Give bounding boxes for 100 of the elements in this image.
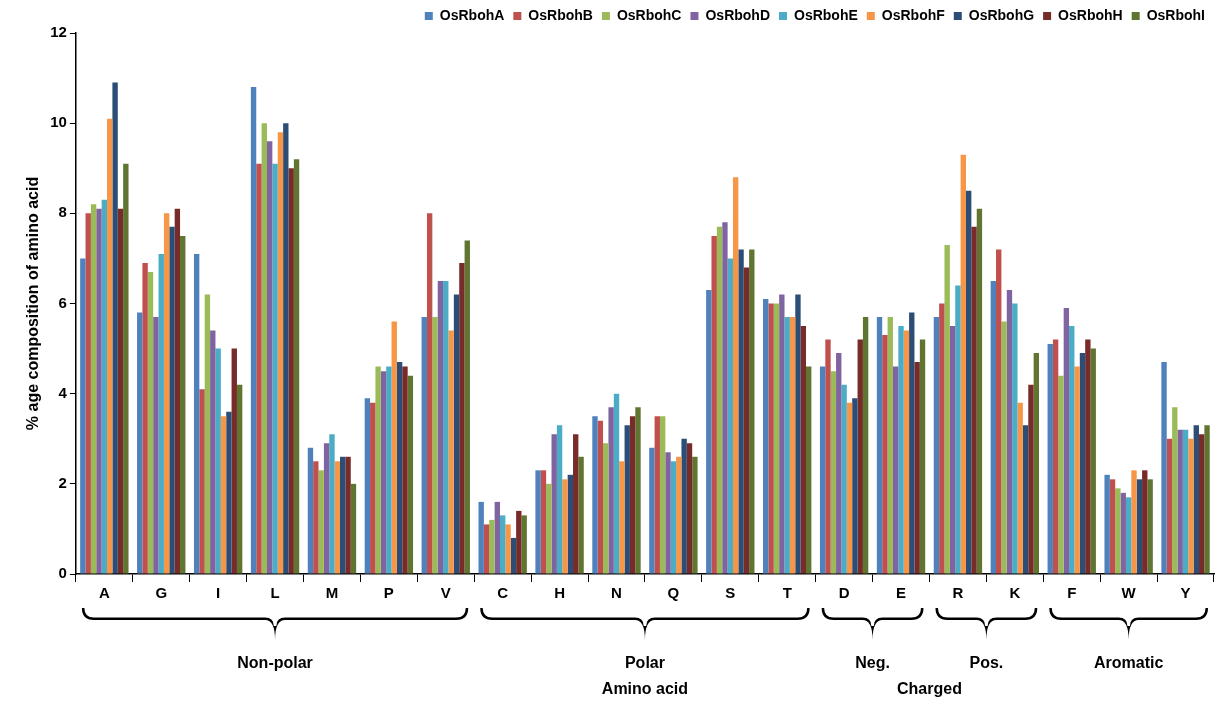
bar — [426, 213, 433, 574]
bar — [830, 371, 837, 574]
bar — [236, 384, 243, 574]
bar — [499, 515, 506, 574]
x-tick-label: M — [325, 584, 339, 602]
bar — [1033, 353, 1040, 574]
x-tick-label: R — [952, 584, 964, 602]
bar — [613, 393, 620, 574]
bar — [676, 456, 682, 574]
bar — [1204, 425, 1210, 574]
bar — [421, 317, 427, 574]
bar — [107, 118, 113, 574]
bar — [323, 443, 330, 574]
bar — [1069, 326, 1075, 574]
bar — [1120, 492, 1126, 574]
bar — [892, 366, 899, 574]
bar — [665, 452, 671, 574]
bar — [852, 398, 858, 574]
x-tick-label: E — [896, 584, 907, 602]
y-tick-label: 2 — [58, 473, 67, 491]
text: Charged — [897, 680, 962, 698]
bar — [478, 501, 484, 574]
bar — [1109, 479, 1116, 574]
bar — [1074, 366, 1080, 574]
x-tick-label: W — [1121, 584, 1137, 602]
x-tick-label: V — [440, 584, 451, 602]
bar — [1147, 479, 1153, 574]
bar — [437, 280, 444, 574]
legend-label: OsRbohG — [968, 6, 1035, 23]
bar — [334, 461, 341, 574]
bar — [619, 461, 625, 574]
bar — [1079, 353, 1086, 574]
bar — [681, 438, 687, 574]
bar — [147, 271, 154, 574]
bar — [763, 298, 769, 574]
y-tick-label: 6 — [58, 293, 67, 311]
bar — [380, 371, 387, 574]
bar — [1058, 375, 1064, 574]
bar — [1161, 362, 1167, 574]
bar — [1063, 308, 1070, 574]
bar — [510, 537, 517, 574]
bar — [1131, 470, 1137, 574]
bar — [903, 330, 910, 574]
bar — [732, 177, 739, 574]
bar — [876, 317, 883, 574]
text: Amino acid — [601, 680, 689, 698]
legend-label: OsRbohH — [1058, 6, 1123, 23]
bar — [556, 425, 563, 574]
legend-label: OsRbohI — [1146, 6, 1206, 23]
bar — [1142, 470, 1148, 574]
bar — [1193, 425, 1199, 574]
y-tick-label: 4 — [58, 383, 68, 401]
bar — [180, 235, 186, 574]
bar — [96, 208, 102, 574]
bar — [914, 362, 920, 574]
bar — [407, 375, 414, 574]
bar — [112, 82, 118, 574]
bar — [250, 87, 257, 574]
bar — [711, 235, 717, 574]
bar — [909, 312, 915, 574]
legend-label: OsRbohE — [794, 6, 858, 23]
bar — [483, 524, 490, 574]
bar — [819, 366, 826, 574]
bar — [836, 353, 842, 574]
bar — [1001, 321, 1007, 574]
bar — [1047, 344, 1053, 574]
bar — [768, 303, 774, 574]
bar — [706, 289, 712, 574]
bar — [464, 240, 470, 574]
bar — [1166, 438, 1173, 574]
bar — [743, 267, 750, 574]
bar — [749, 249, 755, 574]
bar — [505, 524, 511, 574]
bar — [1198, 434, 1205, 574]
bar — [949, 326, 956, 574]
y-axis-title: % age composition of amino acid — [24, 176, 42, 431]
bar — [516, 510, 522, 574]
bar — [1012, 303, 1018, 574]
legend-label: OsRbohB — [528, 6, 593, 23]
bar — [220, 416, 227, 574]
bar — [101, 199, 108, 574]
bar — [137, 312, 143, 574]
bar — [789, 317, 796, 574]
x-tick-label: A — [98, 584, 110, 602]
bar — [277, 132, 284, 574]
bar — [535, 470, 541, 574]
bar — [386, 366, 392, 574]
y-tick-label: 0 — [58, 564, 67, 582]
bar — [432, 317, 438, 574]
bar — [489, 519, 495, 574]
bar — [1172, 407, 1178, 574]
bar — [1125, 497, 1132, 574]
x-tick-label: I — [216, 584, 221, 602]
bar — [80, 258, 86, 574]
bar — [350, 483, 357, 574]
bar — [345, 456, 351, 574]
bar — [716, 226, 723, 574]
y-tick-label: 8 — [58, 203, 67, 221]
bar — [1136, 479, 1143, 574]
bar — [887, 317, 893, 574]
